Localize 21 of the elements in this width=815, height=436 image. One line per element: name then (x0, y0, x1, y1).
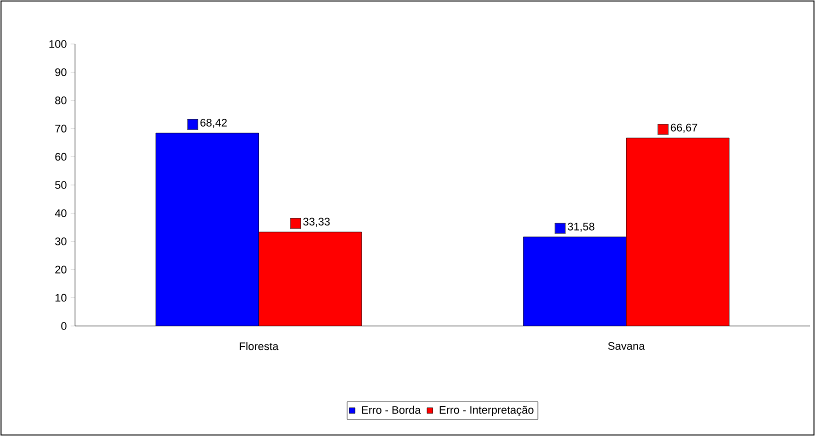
legend-label: Erro - Interpretação (440, 406, 534, 416)
data-label: 68,42 (200, 118, 227, 128)
bar (523, 236, 626, 326)
data-label: 31,58 (568, 222, 594, 232)
data-label: 33,33 (303, 218, 330, 227)
y-tick-label: 10 (56, 294, 66, 302)
bar (156, 133, 259, 326)
y-tick-label: 40 (54, 209, 66, 218)
legend-label: Erro - Borda (362, 406, 421, 414)
y-tick-label: 70 (55, 124, 66, 132)
y-tick-label: 90 (55, 68, 66, 76)
y-tick-label: 0 (61, 322, 66, 330)
y-tick-label: 80 (55, 96, 66, 104)
x-tick-label: Floresta (240, 342, 279, 350)
y-tick-label: 30 (55, 238, 66, 246)
x-tick-label: Savana (608, 342, 645, 350)
y-tick-label: 60 (55, 152, 66, 161)
y-tick-label: 20 (55, 266, 66, 274)
y-tick-label: 100 (49, 40, 66, 48)
y-tick-label: 50 (55, 181, 66, 189)
data-label: 66,67 (670, 124, 698, 133)
